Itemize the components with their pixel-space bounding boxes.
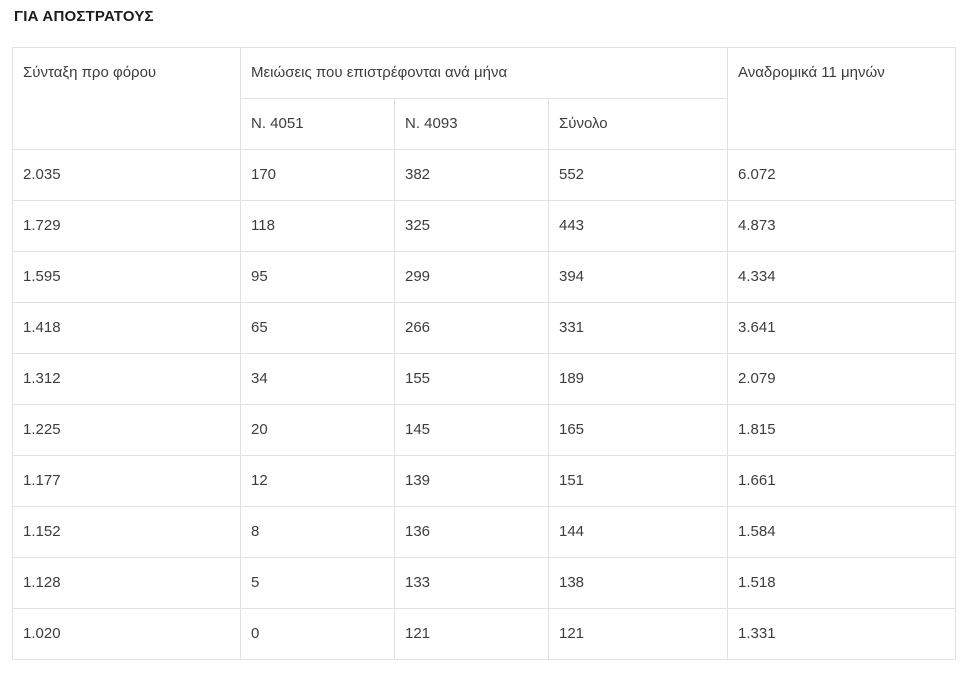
- cell-total: 552: [547, 149, 729, 201]
- header-total: Σύνολο: [547, 98, 729, 150]
- cell-total: 331: [547, 302, 729, 354]
- cell-n4051: 12: [240, 455, 395, 507]
- table-row: 1.177 12 139 151 1.661: [12, 455, 957, 507]
- cell-n4051: 95: [240, 251, 395, 303]
- cell-pension: 1.128: [12, 557, 241, 609]
- cell-n4051: 34: [240, 353, 395, 405]
- cell-pension: 1.312: [12, 353, 241, 405]
- cell-n4093: 133: [394, 557, 549, 609]
- cell-pension: 1.418: [12, 302, 241, 354]
- cell-total: 189: [547, 353, 729, 405]
- cell-total: 394: [547, 251, 729, 303]
- table-row: 1.225 20 145 165 1.815: [12, 404, 957, 456]
- cell-pension: 1.152: [12, 506, 241, 558]
- cell-n4051: 20: [240, 404, 395, 456]
- cell-retro: 1.815: [727, 404, 957, 456]
- cell-n4093: 145: [394, 404, 549, 456]
- cell-total: 144: [547, 506, 729, 558]
- header-reductions-group: Μειώσεις που επιστρέφονται ανά μήνα: [239, 47, 729, 99]
- cell-n4051: 65: [240, 302, 395, 354]
- cell-total: 165: [547, 404, 729, 456]
- cell-retro: 1.518: [727, 557, 957, 609]
- cell-n4051: 5: [240, 557, 395, 609]
- cell-retro: 3.641: [727, 302, 957, 354]
- cell-n4093: 325: [394, 200, 549, 252]
- cell-retro: 4.873: [727, 200, 957, 252]
- cell-pension: 1.729: [12, 200, 241, 252]
- cell-retro: 2.079: [727, 353, 957, 405]
- header-n4093: Ν. 4093: [394, 98, 549, 150]
- cell-total: 121: [547, 608, 729, 660]
- cell-n4093: 155: [394, 353, 549, 405]
- header-pension: Σύνταξη προ φόρου: [12, 47, 241, 150]
- cell-total: 443: [547, 200, 729, 252]
- cell-n4093: 139: [394, 455, 549, 507]
- table-row: 1.595 95 299 394 4.334: [12, 251, 957, 303]
- cell-total: 151: [547, 455, 729, 507]
- cell-n4093: 382: [394, 149, 549, 201]
- table-row: 1.312 34 155 189 2.079: [12, 353, 957, 405]
- table-row: 1.152 8 136 144 1.584: [12, 506, 957, 558]
- header-row-groups: Σύνταξη προ φόρου Μειώσεις που επιστρέφο…: [12, 47, 957, 150]
- cell-n4093: 266: [394, 302, 549, 354]
- cell-pension: 1.595: [12, 251, 241, 303]
- table-row: 1.128 5 133 138 1.518: [12, 557, 957, 609]
- cell-retro: 4.334: [727, 251, 957, 303]
- cell-n4051: 8: [240, 506, 395, 558]
- cell-pension: 2.035: [12, 149, 241, 201]
- cell-pension: 1.020: [12, 608, 241, 660]
- cell-n4093: 299: [394, 251, 549, 303]
- cell-n4093: 136: [394, 506, 549, 558]
- table-body: 2.035 170 382 552 6.072 1.729 118 325 44…: [12, 149, 957, 660]
- header-retro: Αναδρομικά 11 μηνών: [727, 47, 957, 150]
- pension-table: Σύνταξη προ φόρου Μειώσεις που επιστρέφο…: [12, 47, 957, 660]
- cell-retro: 1.331: [727, 608, 957, 660]
- table-header: Σύνταξη προ φόρου Μειώσεις που επιστρέφο…: [12, 47, 957, 150]
- cell-pension: 1.225: [12, 404, 241, 456]
- cell-n4051: 118: [240, 200, 395, 252]
- cell-retro: 6.072: [727, 149, 957, 201]
- table-row: 2.035 170 382 552 6.072: [12, 149, 957, 201]
- table-row: 1.729 118 325 443 4.873: [12, 200, 957, 252]
- cell-total: 138: [547, 557, 729, 609]
- cell-n4093: 121: [394, 608, 549, 660]
- table-row: 1.020 0 121 121 1.331: [12, 608, 957, 660]
- cell-n4051: 0: [240, 608, 395, 660]
- cell-pension: 1.177: [12, 455, 241, 507]
- table-row: 1.418 65 266 331 3.641: [12, 302, 957, 354]
- header-row-sub: Ν. 4051 Ν. 4093 Σύνολο: [13, 98, 956, 150]
- cell-retro: 1.661: [727, 455, 957, 507]
- cell-n4051: 170: [240, 149, 395, 201]
- header-n4051: Ν. 4051: [240, 98, 395, 150]
- page-title: ΓΙΑ ΑΠΟΣΤΡΑΤΟΥΣ: [14, 8, 154, 25]
- cell-retro: 1.584: [727, 506, 957, 558]
